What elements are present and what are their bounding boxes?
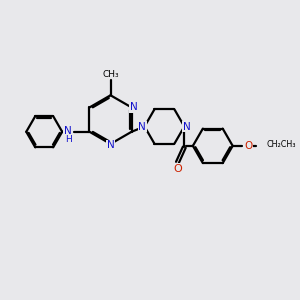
Text: N: N <box>183 122 190 131</box>
Text: N: N <box>130 102 137 112</box>
Text: O: O <box>173 164 182 173</box>
Text: N: N <box>107 140 114 150</box>
Text: CH₂CH₃: CH₂CH₃ <box>266 140 296 149</box>
Text: O: O <box>244 141 252 151</box>
Text: N: N <box>64 126 71 136</box>
Text: N: N <box>138 122 146 131</box>
Text: CH₃: CH₃ <box>102 70 119 79</box>
Text: H: H <box>65 135 71 144</box>
